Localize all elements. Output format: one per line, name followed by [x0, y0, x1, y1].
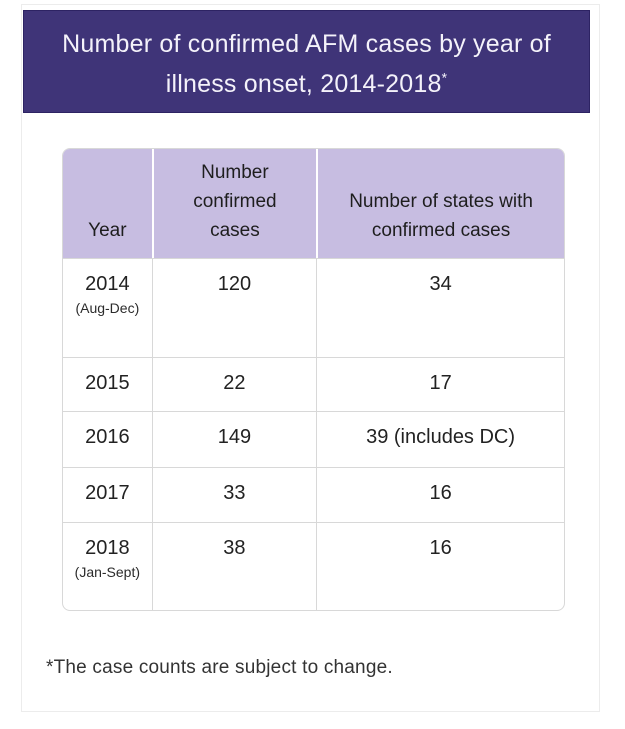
year-cell: 2016 [63, 411, 152, 467]
states-cell: 16 [316, 522, 564, 610]
column-header-year: Year [63, 149, 152, 258]
year-period-label: (Aug-Dec) [75, 300, 140, 316]
banner-title-asterisk: * [441, 69, 448, 86]
year-cell: 2017 [63, 467, 152, 522]
year-label: 2014 [85, 273, 130, 295]
banner-title-line1: Number of confirmed AFM cases by year of [62, 30, 551, 58]
year-period-label: (Jan-Sept) [74, 564, 141, 580]
year-label: 2016 [85, 426, 130, 448]
confirmed-cases-cell: 22 [151, 357, 317, 411]
table-header-row: Year Number confirmed cases Number of st… [63, 149, 564, 258]
year-cell: 2015 [63, 357, 152, 411]
confirmed-cases-cell: 120 [151, 258, 317, 357]
title-banner: Number of confirmed AFM cases by year of… [23, 10, 590, 113]
confirmed-cases-cell: 149 [151, 411, 317, 467]
afm-cases-table: Year Number confirmed cases Number of st… [62, 148, 565, 611]
banner-title-line2: illness onset, 2014-2018* [24, 64, 589, 104]
table-row-2018: 2018 (Jan-Sept) 38 16 [63, 522, 564, 610]
column-header-confirmed-cases: Number confirmed cases [151, 149, 317, 258]
year-cell: 2014 (Aug-Dec) [63, 258, 152, 357]
year-label: 2018 [85, 537, 130, 559]
table-row-2017: 2017 33 16 [63, 467, 564, 522]
states-cell: 34 [316, 258, 564, 357]
year-cell: 2018 (Jan-Sept) [63, 522, 152, 610]
states-cell: 39 (includes DC) [316, 411, 564, 467]
year-label: 2015 [85, 372, 130, 394]
states-cell: 16 [316, 467, 564, 522]
confirmed-cases-cell: 38 [151, 522, 317, 610]
table-row-2015: 2015 22 17 [63, 357, 564, 411]
banner-title-line2-text: illness onset, 2014-2018 [165, 70, 442, 98]
year-label: 2017 [85, 482, 130, 504]
table-row-2014: 2014 (Aug-Dec) 120 34 [63, 258, 564, 357]
column-header-states: Number of states with confirmed cases [316, 149, 564, 258]
table-row-2016: 2016 149 39 (includes DC) [63, 411, 564, 467]
confirmed-cases-cell: 33 [151, 467, 317, 522]
states-cell: 17 [316, 357, 564, 411]
footnote-text: *The case counts are subject to change. [46, 657, 393, 678]
